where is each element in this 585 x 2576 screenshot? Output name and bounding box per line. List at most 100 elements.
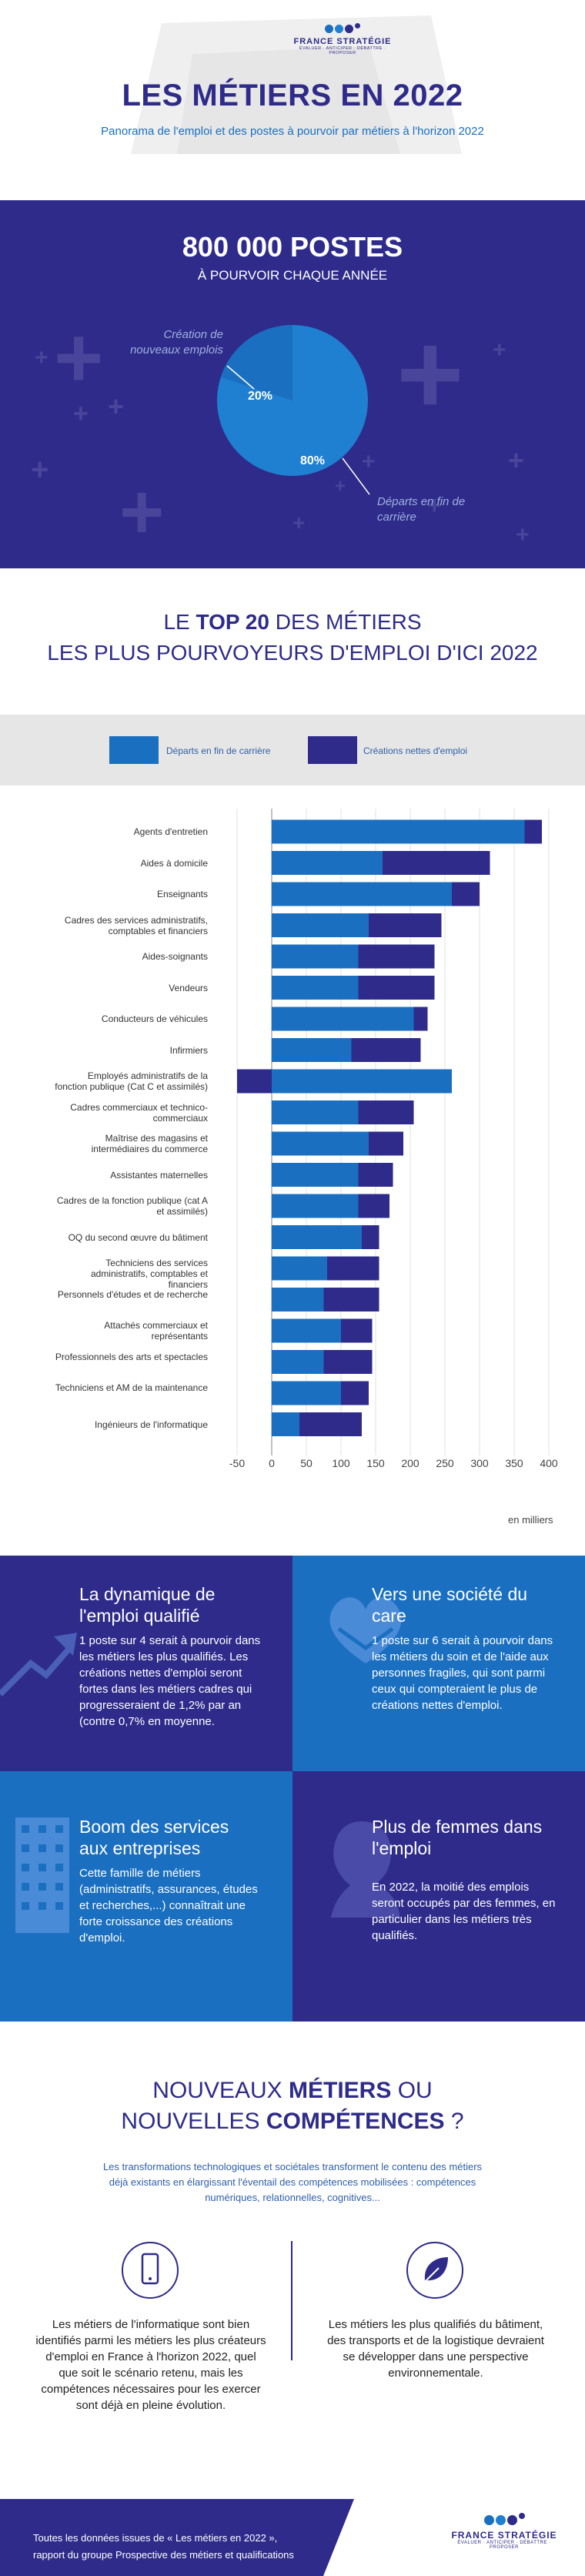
bar-departs: [272, 1288, 324, 1311]
plus-decor-icon: +: [335, 476, 346, 497]
x-tick-label: 250: [436, 1457, 454, 1469]
bar-category-label: Infirmiers: [169, 1044, 208, 1056]
bar-departs: [272, 1163, 359, 1187]
quadrant-care: Vers une société du care 1 poste sur 6 s…: [292, 1556, 585, 1771]
plus-decor-icon: +: [396, 309, 464, 438]
plus-decor-icon: +: [35, 345, 48, 370]
bar-departs: [272, 1131, 369, 1156]
new-jobs-title-mid: OU: [391, 2078, 433, 2103]
bar-departs: [272, 913, 369, 937]
logo-dots-icon: [308, 23, 377, 33]
footer-source-line1: Toutes les données issues de « Les métie…: [33, 2532, 278, 2544]
bar-creations: [358, 1100, 414, 1124]
bar-creations: [341, 1381, 369, 1405]
bar-category-label: Personnels d'études et de recherche: [57, 1288, 208, 1300]
footer-source: Toutes les données issues de « Les métie…: [33, 2530, 294, 2564]
bar-category-label: Ingénieurs de l'informatique: [94, 1419, 208, 1430]
plus-decor-icon: +: [493, 337, 506, 363]
bar-category-label: Techniciens des services administratifs,…: [90, 1258, 208, 1290]
legend-swatch-creations: [308, 736, 357, 764]
plus-decor-icon: +: [108, 390, 125, 422]
chart-legend: Départs en fin de carrière Créations net…: [0, 715, 585, 786]
legend-label-creations: Créations nettes d'emploi: [363, 745, 468, 756]
new-jobs-title2-post: ?: [444, 2109, 464, 2134]
new-jobs-title2-pre: NOUVELLES: [121, 2109, 266, 2134]
bar-category-label: OQ du second œuvre du bâtiment: [68, 1231, 208, 1243]
bar-creations: [358, 944, 435, 969]
bar-creations: [341, 1318, 373, 1343]
bar-creations: [452, 882, 480, 906]
pie-pct-creation: 20%: [248, 390, 273, 403]
bar-departs: [272, 1194, 359, 1218]
bar-category-label: Aides-soignants: [142, 951, 208, 962]
x-tick-label: 0: [269, 1457, 275, 1469]
page-subtitle: Panorama de l'emploi et des postes à pou…: [101, 125, 484, 138]
x-tick-label: 350: [505, 1457, 523, 1469]
pie-chart: [217, 325, 368, 476]
bar-creations: [362, 1225, 379, 1249]
x-tick-label: -50: [229, 1457, 246, 1469]
bar-departs: [272, 882, 452, 906]
quadrant-femmes: Plus de femmes dans l'emploi En 2022, la…: [292, 1771, 585, 2022]
stats-section: + + + + + + + + + + + + + + + 800 000 PO…: [0, 200, 585, 568]
footer: Toutes les données issues de « Les métie…: [0, 2499, 585, 2576]
new-jobs-left-text: Les métiers de l'informatique sont bien …: [35, 2318, 266, 2412]
new-jobs-title-bold: MÉTIERS: [289, 2078, 392, 2103]
woman-profile-icon: [331, 1821, 400, 1918]
header-logo-name: FRANCE STRATÉGIE: [293, 37, 392, 46]
x-tick-label: 300: [470, 1457, 489, 1469]
x-tick-label: 100: [332, 1457, 350, 1469]
bar-departs: [272, 1318, 341, 1343]
bar-category-label: Attachés commerciaux et représentants: [104, 1320, 208, 1342]
quadrant-title: Boom des services aux entreprises: [79, 1817, 229, 1858]
plus-decor-icon: +: [31, 453, 49, 487]
bar-category-label: Cadres des services administratifs, comp…: [64, 914, 208, 936]
new-jobs-divider: [291, 2241, 292, 2360]
bar-creations: [358, 1163, 393, 1187]
trend-arrow-icon: [0, 1633, 77, 1697]
bar-category-label: Vendeurs: [169, 982, 208, 993]
leaf-icon: [406, 2242, 463, 2299]
top20-title-post: DES MÉTIERS: [269, 610, 422, 634]
bar-category-label: Employés administratifs de la fonction p…: [55, 1070, 208, 1092]
plus-decor-icon: +: [516, 522, 530, 548]
bar-departs: [272, 1381, 341, 1405]
quadrant-text: Cette famille de métiers (administratifs…: [79, 1867, 258, 1945]
footer-logo-dots-icon: [470, 2513, 539, 2525]
bar-category-label: Aides à domicile: [140, 857, 208, 869]
new-jobs-intro: Les transformations technologiques et so…: [102, 2161, 483, 2203]
bar-chart: [236, 809, 550, 1455]
page-title: LES MÉTIERS EN 2022: [122, 79, 463, 112]
smartphone-icon: [122, 2242, 179, 2299]
header: FRANCE STRATÉGIE ÉVALUER · ANTICIPER · D…: [0, 0, 585, 154]
bar-category-label: Cadres commerciaux et technico-commercia…: [70, 1101, 208, 1124]
legend-swatch-departs: [109, 736, 159, 764]
bar-category-label: Conducteurs de véhicules: [101, 1013, 208, 1024]
stats-subtitle: À POURVOIR CHAQUE ANNÉE: [197, 268, 388, 283]
bar-departs: [272, 1225, 362, 1249]
legend-label-departs: Départs en fin de carrière: [166, 745, 271, 756]
plus-decor-icon: +: [508, 444, 525, 476]
footer-logo: [470, 2513, 539, 2525]
chart-unit-label: en milliers: [508, 1514, 553, 1526]
quadrant-emploi-qualifie: La dynamique de l'emploi qualifié 1 post…: [0, 1556, 292, 1771]
header-background: [131, 15, 462, 154]
bar-departs: [272, 819, 525, 844]
bar-creations: [358, 1194, 389, 1218]
bar-category-label: Enseignants: [156, 889, 208, 899]
x-tick-label: 400: [540, 1457, 558, 1469]
bar-departs: [272, 1069, 452, 1094]
plus-decor-icon: +: [292, 511, 306, 534]
quadrant-text: En 2022, la moitié des emplois seront oc…: [372, 1881, 556, 1942]
bar-creations: [323, 1350, 373, 1374]
bar-departs: [272, 1412, 299, 1436]
bar-category-label: Professionnels des arts et spectacles: [55, 1351, 208, 1362]
top20-title-line2: LES PLUS POURVOYEURS D'EMPLOI D'ICI 2022: [47, 641, 538, 665]
quadrant-text: 1 poste sur 6 serait à pourvoir dans les…: [372, 1634, 553, 1712]
pie-leader-lines: [226, 365, 370, 495]
bar-creations: [351, 1038, 421, 1062]
bar-departs: [272, 944, 359, 969]
quadrant-title: Vers une société du care: [372, 1584, 528, 1626]
x-tick-label: 150: [366, 1457, 385, 1469]
plus-decor-icon: +: [427, 491, 442, 519]
